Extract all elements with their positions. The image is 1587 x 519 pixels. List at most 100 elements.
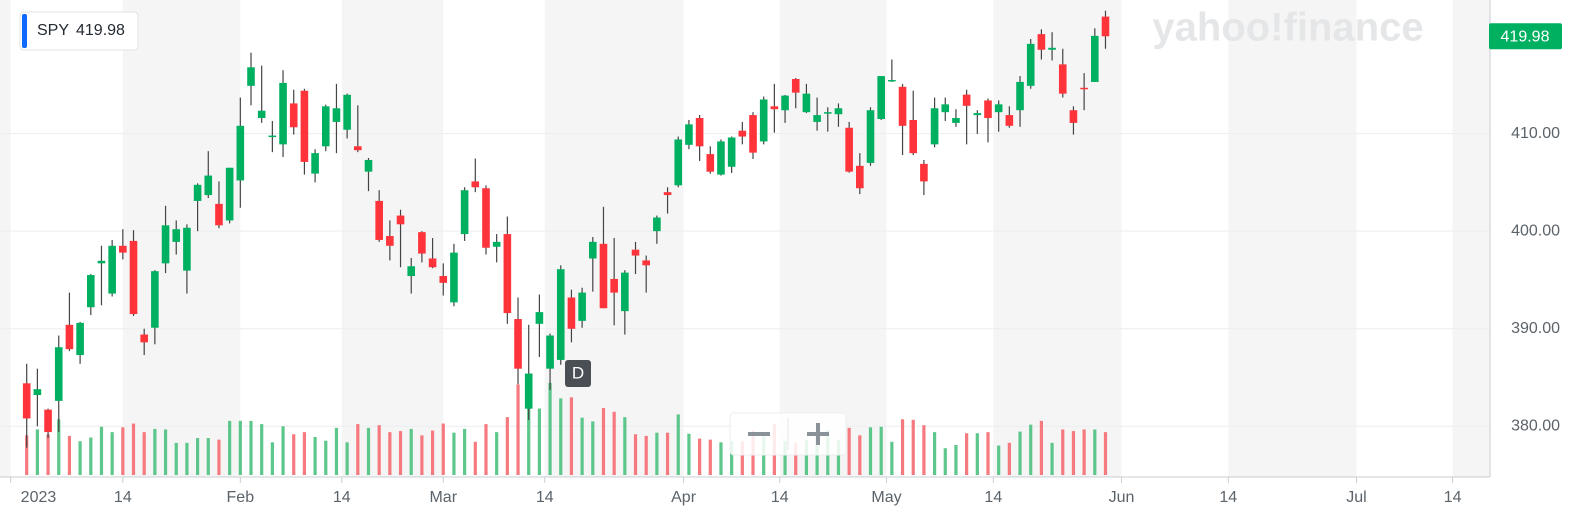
candle-body — [343, 94, 351, 130]
volume-bar — [655, 432, 659, 475]
volume-bar — [452, 432, 456, 475]
candle-body — [898, 86, 907, 126]
candle-body — [727, 137, 736, 167]
band — [779, 0, 887, 477]
candle-body — [172, 229, 181, 242]
volume-bar — [1061, 429, 1065, 475]
candle-body — [524, 373, 533, 409]
candle-body — [439, 276, 448, 283]
badge-box[interactable] — [565, 360, 591, 387]
volume-bar — [516, 384, 520, 475]
volume-bar — [302, 432, 307, 475]
candle-body — [65, 324, 74, 350]
ticks: 2023 14 Feb 14 Mar 14 Apr 14 May 14 Jun 14 Jul 14 380.… — [10, 125, 1560, 506]
volume-bar — [858, 435, 862, 475]
candle-body — [770, 106, 779, 110]
volume-bar — [388, 432, 392, 475]
volume-bar — [163, 429, 168, 475]
x-tick-label: Feb — [227, 489, 255, 506]
candle-body — [588, 241, 597, 259]
candle-body — [354, 146, 362, 151]
volume-bar — [463, 428, 467, 475]
volume-bar — [270, 442, 274, 475]
candle-body — [108, 245, 116, 294]
candle-body — [396, 215, 405, 225]
volume-bar — [569, 397, 574, 475]
volume-bar — [366, 427, 371, 475]
volume-bar — [965, 433, 969, 475]
x-tick-label: 14 — [333, 489, 351, 506]
volume — [25, 382, 1108, 475]
price-tag-box — [1489, 23, 1562, 50]
candle-body — [279, 82, 287, 145]
volume-bar — [762, 436, 766, 475]
volume-bar — [687, 433, 691, 475]
candle-body — [866, 110, 875, 163]
candle-body — [44, 409, 52, 433]
candle-body — [856, 165, 864, 189]
candle-body — [567, 297, 576, 329]
candle-body — [129, 240, 138, 315]
candle-body — [193, 184, 202, 201]
candle-body — [920, 163, 928, 182]
volume-bar — [398, 431, 403, 475]
volume-bar — [1050, 442, 1054, 475]
volume-bar — [142, 432, 146, 475]
volume-bar — [78, 441, 82, 475]
candle-body — [482, 188, 490, 248]
volume-bar — [67, 435, 72, 475]
volume-bar — [879, 426, 883, 475]
volume-bar — [548, 382, 552, 475]
band — [993, 0, 1122, 477]
volume-bar — [1071, 431, 1076, 475]
volume-bar — [794, 442, 798, 475]
volume-bar — [185, 442, 189, 475]
volume-bar — [719, 442, 723, 475]
candle-body — [653, 217, 661, 232]
zoom-in[interactable] — [807, 423, 829, 445]
volume-bar — [324, 440, 328, 475]
volume-bar — [986, 432, 990, 475]
volume-bar — [1007, 442, 1011, 475]
volume-bar — [292, 434, 296, 475]
volume-bar — [505, 417, 509, 475]
legend-value: 419.98 — [76, 22, 125, 39]
candle-body — [428, 258, 437, 268]
candle-body — [375, 200, 383, 240]
volume-bar — [698, 438, 702, 475]
volume-bar — [217, 439, 221, 475]
candle-body — [1016, 81, 1024, 111]
candle-body — [364, 159, 373, 172]
candle-body — [930, 108, 939, 145]
badge-text[interactable]: D — [572, 363, 584, 382]
candle-body — [183, 227, 191, 271]
volume-bar — [46, 434, 50, 475]
volume-bar — [591, 421, 595, 475]
x-tick-label: 14 — [1219, 489, 1237, 506]
candle-body — [33, 389, 42, 396]
candle-body — [813, 115, 821, 122]
volume-bar — [195, 438, 200, 475]
candle-body — [685, 124, 693, 145]
candle-body — [1101, 16, 1110, 37]
candle-body — [1026, 43, 1035, 86]
legend-symbol: SPY — [37, 22, 69, 39]
candle-body — [204, 175, 213, 196]
candle-body — [973, 113, 982, 116]
candle-body — [86, 275, 95, 308]
volume-bar — [420, 435, 424, 475]
volume-bar — [900, 419, 905, 475]
candle-body — [1091, 35, 1099, 82]
y-tick-label: 410.00 — [1511, 125, 1560, 142]
volume-bar — [121, 427, 125, 475]
interval-badge[interactable]: D — [565, 360, 591, 387]
candle-body — [759, 99, 768, 142]
candle-body — [386, 236, 394, 246]
volume-bar — [35, 429, 39, 475]
candle-body — [311, 153, 319, 174]
band — [0, 0, 11, 477]
volume-bar — [527, 390, 531, 475]
candle-body — [663, 192, 672, 196]
volume-bar — [932, 432, 937, 475]
volume-bar — [623, 417, 627, 475]
